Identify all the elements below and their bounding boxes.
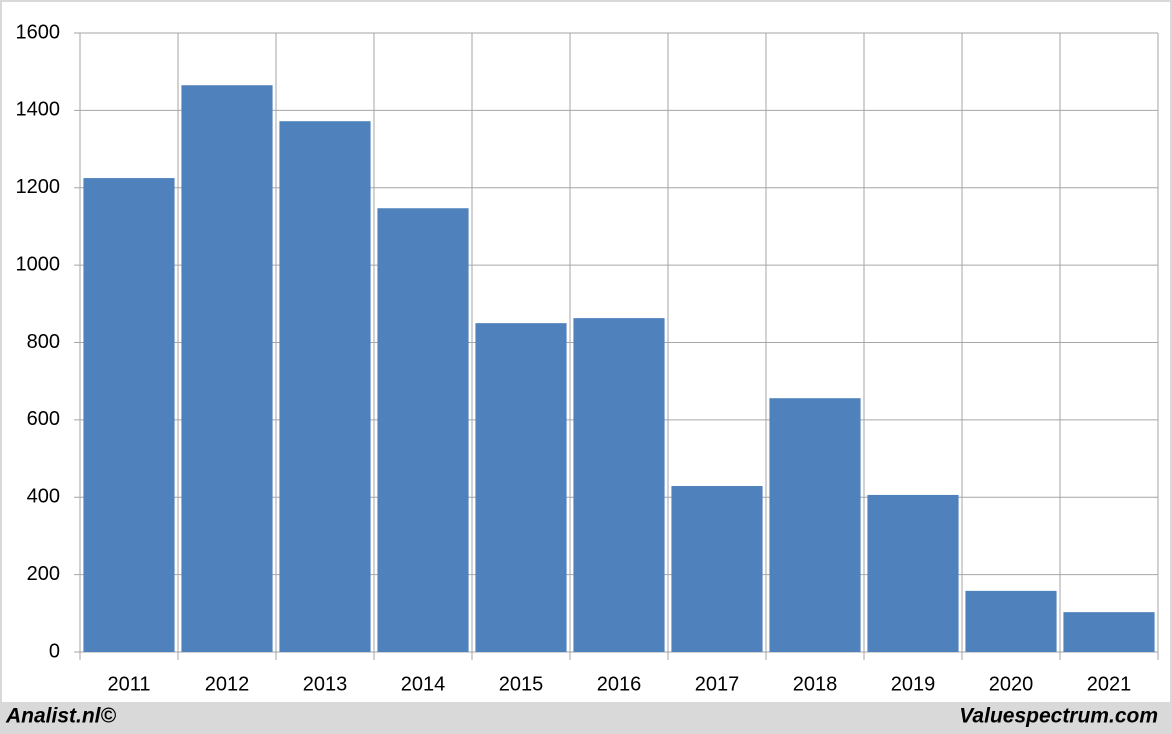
y-tick-label: 1000 <box>16 253 61 275</box>
bar <box>181 85 273 652</box>
y-tick-label: 1200 <box>16 176 61 198</box>
x-tick-label: 2015 <box>499 673 544 695</box>
bar <box>867 494 959 652</box>
y-tick-label: 600 <box>27 408 60 430</box>
y-tick-label: 0 <box>49 640 60 662</box>
x-tick-label: 2014 <box>401 673 446 695</box>
source-right: Valuespectrum.com <box>959 705 1158 728</box>
y-tick-label: 800 <box>27 331 60 353</box>
y-tick-label: 1400 <box>16 99 61 121</box>
x-tick-label: 2011 <box>107 673 150 695</box>
bar <box>279 121 371 652</box>
bar <box>1063 612 1155 652</box>
bar <box>573 318 665 652</box>
bar <box>475 323 567 652</box>
x-tick-label: 2017 <box>695 673 740 695</box>
x-tick-label: 2013 <box>303 673 348 695</box>
y-tick-label: 200 <box>27 563 60 585</box>
y-tick-label: 1600 <box>16 21 61 43</box>
x-tick-label: 2016 <box>597 673 642 695</box>
bar <box>671 486 763 652</box>
footer-band <box>0 702 1172 734</box>
source-left: Analist.nl© <box>5 705 117 728</box>
bar <box>83 178 175 652</box>
x-tick-label: 2020 <box>989 673 1034 695</box>
bar <box>965 590 1057 652</box>
y-tick-label: 400 <box>27 486 60 508</box>
x-tick-label: 2019 <box>891 673 936 695</box>
x-tick-label: 2021 <box>1087 673 1132 695</box>
x-tick-label: 2012 <box>205 673 250 695</box>
bar <box>769 398 861 652</box>
x-tick-label: 2018 <box>793 673 838 695</box>
bar <box>377 208 469 652</box>
